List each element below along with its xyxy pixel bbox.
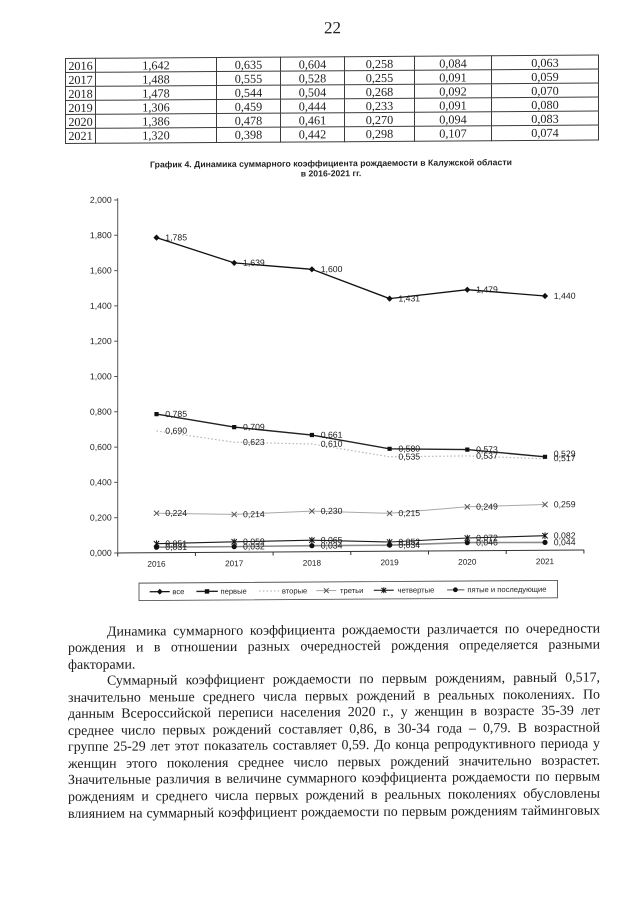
svg-text:0,259: 0,259 (554, 499, 576, 509)
svg-text:0,661: 0,661 (321, 430, 343, 440)
svg-text:0,610: 0,610 (321, 439, 343, 449)
svg-text:2020: 2020 (458, 558, 477, 567)
svg-text:0,031: 0,031 (165, 542, 187, 552)
svg-text:0,044: 0,044 (554, 537, 576, 547)
svg-text:0,580: 0,580 (398, 444, 420, 454)
svg-text:0,690: 0,690 (165, 426, 187, 436)
svg-text:0,517: 0,517 (554, 453, 576, 463)
svg-text:0,573: 0,573 (476, 444, 498, 454)
svg-text:1,400: 1,400 (90, 301, 112, 311)
svg-text:0,052: 0,052 (398, 537, 420, 547)
svg-text:2021: 2021 (536, 557, 555, 566)
svg-text:1,600: 1,600 (321, 264, 343, 274)
svg-text:0,600: 0,600 (90, 442, 112, 452)
svg-text:0,800: 0,800 (90, 407, 112, 417)
svg-text:пятые и последующие: пятые и последующие (467, 585, 546, 595)
svg-text:третьи: третьи (340, 586, 363, 595)
svg-text:0,535: 0,535 (398, 452, 420, 462)
svg-text:0,034: 0,034 (321, 540, 343, 550)
svg-text:0,623: 0,623 (243, 437, 265, 447)
svg-text:2017: 2017 (225, 559, 244, 568)
svg-text:2019: 2019 (380, 558, 399, 567)
svg-text:0,214: 0,214 (243, 509, 265, 519)
svg-text:1,479: 1,479 (476, 284, 498, 294)
svg-text:все: все (172, 587, 184, 596)
svg-text:1,000: 1,000 (90, 371, 112, 381)
svg-text:четвертые: четвертые (398, 586, 435, 595)
svg-text:1,639: 1,639 (243, 258, 265, 268)
svg-text:0,200: 0,200 (90, 513, 112, 523)
svg-text:0,224: 0,224 (165, 508, 187, 518)
svg-text:1,200: 1,200 (90, 336, 112, 346)
svg-text:0,082: 0,082 (554, 530, 576, 540)
svg-text:0,059: 0,059 (243, 537, 265, 547)
svg-text:первые: первые (221, 587, 247, 596)
svg-text:0,046: 0,046 (476, 537, 498, 547)
svg-text:1,440: 1,440 (554, 291, 576, 301)
svg-text:0,072: 0,072 (476, 533, 498, 543)
svg-text:2016: 2016 (147, 560, 166, 569)
svg-text:0,230: 0,230 (321, 506, 343, 516)
svg-text:2018: 2018 (303, 559, 322, 568)
svg-text:2,000: 2,000 (90, 195, 112, 205)
svg-text:0,249: 0,249 (476, 502, 498, 512)
svg-text:0,032: 0,032 (243, 541, 265, 551)
svg-text:вторые: вторые (282, 586, 307, 595)
svg-text:1,600: 1,600 (90, 265, 112, 275)
svg-text:0,400: 0,400 (90, 477, 112, 487)
svg-text:1,800: 1,800 (90, 230, 112, 240)
svg-text:1,431: 1,431 (398, 293, 420, 303)
svg-text:0,215: 0,215 (398, 508, 420, 518)
svg-text:0,000: 0,000 (90, 548, 112, 558)
svg-text:0,034: 0,034 (398, 540, 420, 550)
svg-text:0,065: 0,065 (321, 535, 343, 545)
svg-text:0,529: 0,529 (554, 449, 576, 459)
svg-text:0,709: 0,709 (243, 422, 265, 432)
svg-text:0,785: 0,785 (165, 409, 187, 419)
svg-text:1,785: 1,785 (165, 232, 187, 242)
svg-text:0,537: 0,537 (476, 451, 498, 461)
svg-text:0,051: 0,051 (165, 538, 187, 548)
